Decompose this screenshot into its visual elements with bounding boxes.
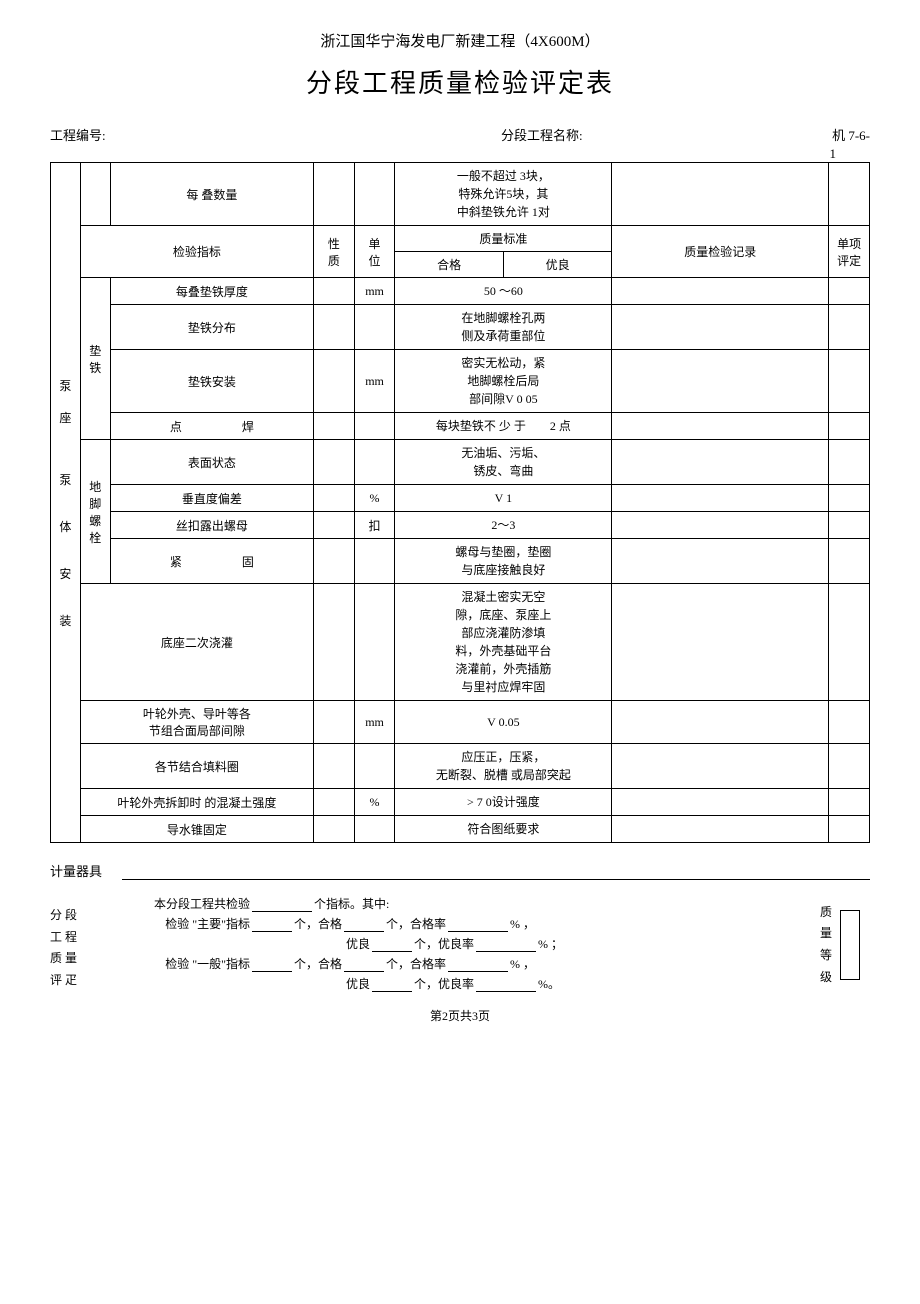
table-row: 紧 固螺母与垫圈，垫圈 与底座接触良好 (51, 539, 870, 584)
summary-left-label: 分 段 工 程 质 量 评 疋 (50, 895, 110, 995)
sum-l5b: 个，优良率 (414, 975, 474, 992)
inspection-table: 泵 座 泵 体 安 装每 叠数量一般不超过 3块， 特殊允许5块，其 中斜垫铁允… (50, 162, 870, 843)
sum-l3c: % ； (538, 935, 563, 952)
sum-l3b: 个，优良率 (414, 935, 474, 952)
meta-project-no: 工程编号: (50, 125, 381, 144)
page-title: 分段工程质量检验评定表 (50, 63, 870, 100)
meta-machine-sub: 1 (50, 146, 870, 162)
sum-l1b: 个指标。其中: (314, 895, 389, 912)
table-row: 底座二次浇灌混凝土密实无空 隙，底座、泵座上 部应浇灌防渗填 料，外壳基础平台 … (51, 584, 870, 701)
instrument-line (122, 866, 870, 880)
sum-l4a: 检验 "一般"指标 (110, 955, 250, 972)
table-row: 叶轮外壳、导叶等各 节组合面局部间隙mmV 0.05 (51, 701, 870, 744)
summary-grade-label: 质 量 等 级 (820, 902, 840, 988)
table-row: 丝扣露出螺母扣2～3 (51, 512, 870, 539)
sum-l3a: 优良 (110, 935, 370, 952)
summary-center: 本分段工程共检验 个指标。其中: 检验 "主要"指标 个，合格 个，合格率 % … (110, 895, 820, 995)
th-danwei: 单 位 (354, 226, 395, 278)
sum-l5a: 优良 (110, 975, 370, 992)
th-biaozhun: 质量标准 (395, 226, 612, 252)
sum-l2a: 检验 "主要"指标 (110, 915, 250, 932)
table-row: 垫铁安装mm密实无松动，紧 地脚螺栓后局 部间隙V 0 05 (51, 350, 870, 413)
meta-row: 工程编号: 分段工程名称: 机 7-6- (50, 125, 870, 144)
sum-l5c: %。 (538, 975, 560, 992)
th-xingzhi: 性 质 (314, 226, 355, 278)
table-row: 垂直度偏差%V 1 (51, 485, 870, 512)
sum-l2b: 个，合格 (294, 915, 342, 932)
sum-l4d: % ， (510, 955, 535, 972)
th-pingding: 单项 评定 (829, 226, 870, 278)
instrument-row: 计量器具 (50, 861, 870, 880)
sum-l4c: 个，合格率 (386, 955, 446, 972)
sum-l4b: 个，合格 (294, 955, 342, 972)
summary-block: 分 段 工 程 质 量 评 疋 本分段工程共检验 个指标。其中: 检验 "主要"… (50, 895, 870, 995)
table-row: 垫铁分布在地脚螺栓孔两 侧及承荷重部位 (51, 305, 870, 350)
table-row: 地 脚 螺 栓表面状态无油垢、污垢、 锈皮、弯曲 (51, 440, 870, 485)
summary-right: 质 量 等 级 (820, 895, 870, 995)
table-row: 垫 铁每叠垫铁厚度mm50 ～60 (51, 278, 870, 305)
meta-machine-no: 机 7-6- (832, 125, 870, 144)
col-gongxu: 泵 座 泵 体 安 装 (51, 163, 81, 843)
sum-l2d: % ， (510, 915, 535, 932)
project-header: 浙江国华宁海发电厂新建工程（4X600M） (50, 30, 870, 51)
th-jilu: 质量检验记录 (612, 226, 829, 278)
summary-grade-box (840, 910, 860, 980)
sum-l2c: 个，合格率 (386, 915, 446, 932)
sum-l1a: 本分段工程共检验 (110, 895, 250, 912)
table-row: 点 焊每块垫铁不 少 于 2 点 (51, 413, 870, 440)
th-zhibiao: 检验指标 (80, 226, 313, 278)
page-number: 第2页共3页 (50, 1007, 870, 1024)
instrument-label: 计量器具 (50, 861, 122, 880)
table-row: 导水锥固定符合图纸要求 (51, 816, 870, 843)
meta-section-name: 分段工程名称: (381, 125, 832, 144)
table-row: 叶轮外壳拆卸时 的混凝土强度%> 7 0设计强度 (51, 789, 870, 816)
table-row: 各节结合填料圈应压正，压紧， 无断裂、脱槽 或局部突起 (51, 744, 870, 789)
